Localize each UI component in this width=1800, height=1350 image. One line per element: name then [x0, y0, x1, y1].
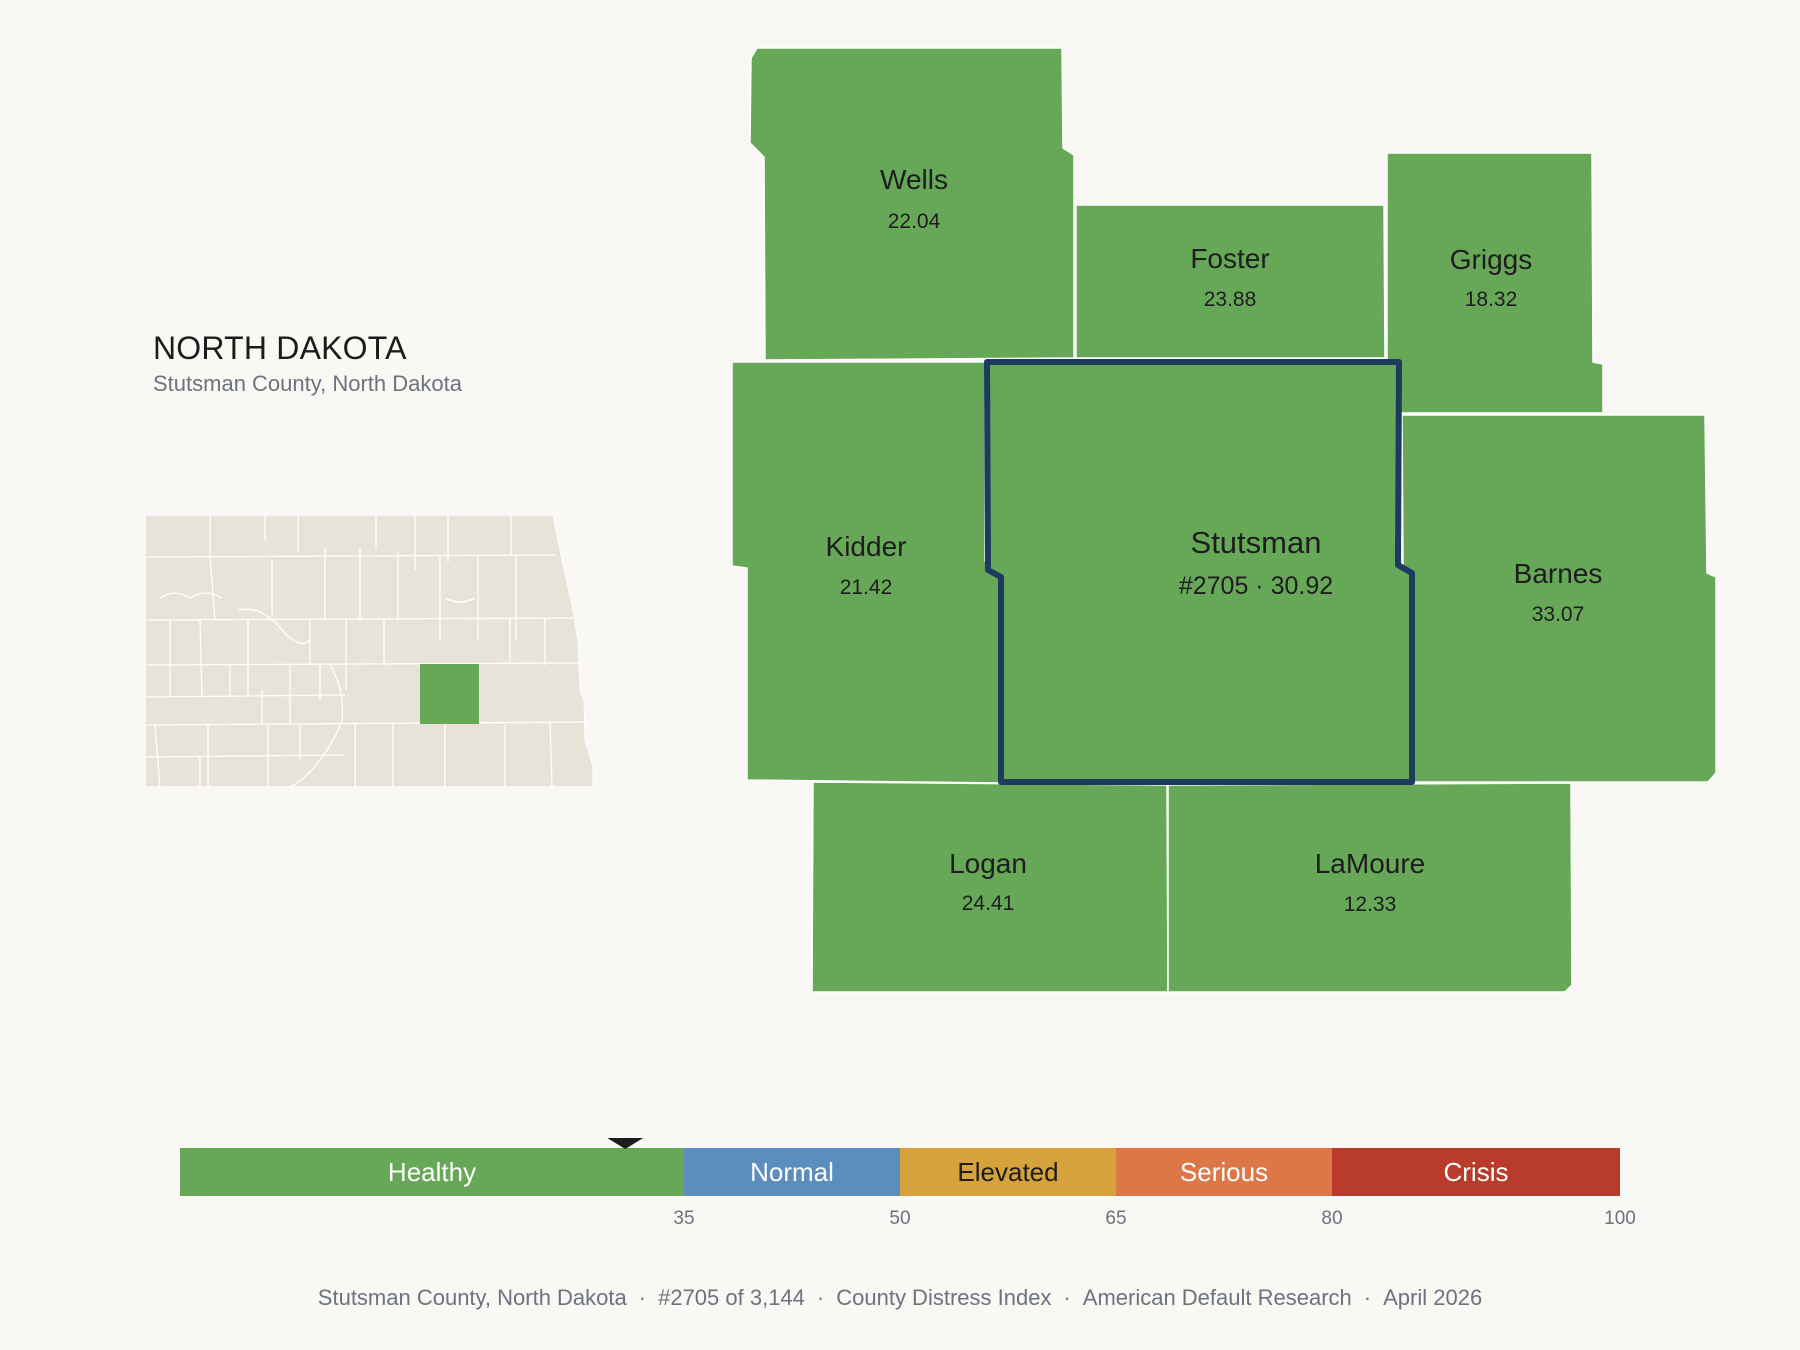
county-subtitle: Stutsman County, North Dakota — [153, 371, 462, 396]
county-lamoure[interactable] — [1167, 782, 1573, 993]
county-stutsman[interactable] — [984, 359, 1415, 785]
footer-separator: · — [816, 1285, 825, 1310]
footer-rank: #2705 of 3,144 — [658, 1285, 805, 1310]
county-logan[interactable] — [811, 781, 1169, 993]
footer-county: Stutsman County, North Dakota — [317, 1285, 627, 1310]
state-title: NORTH DAKOTA — [153, 330, 407, 366]
footer-separator: · — [1063, 1285, 1071, 1310]
footer-separator: · — [1363, 1285, 1372, 1310]
county-kidder[interactable] — [731, 361, 1001, 784]
county-barnes[interactable] — [1401, 414, 1717, 783]
footer-source: American Default Research — [1082, 1285, 1352, 1310]
county-foster[interactable] — [1075, 204, 1386, 359]
county-griggs[interactable] — [1386, 152, 1604, 414]
county-wells[interactable] — [749, 47, 1075, 361]
footer-index-name: County Distress Index — [836, 1285, 1052, 1310]
footer: Stutsman County, North Dakota · #2705 of 3… — [0, 1285, 1800, 1311]
footer-date: April 2026 — [1383, 1285, 1483, 1310]
footer-separator: · — [638, 1285, 647, 1310]
